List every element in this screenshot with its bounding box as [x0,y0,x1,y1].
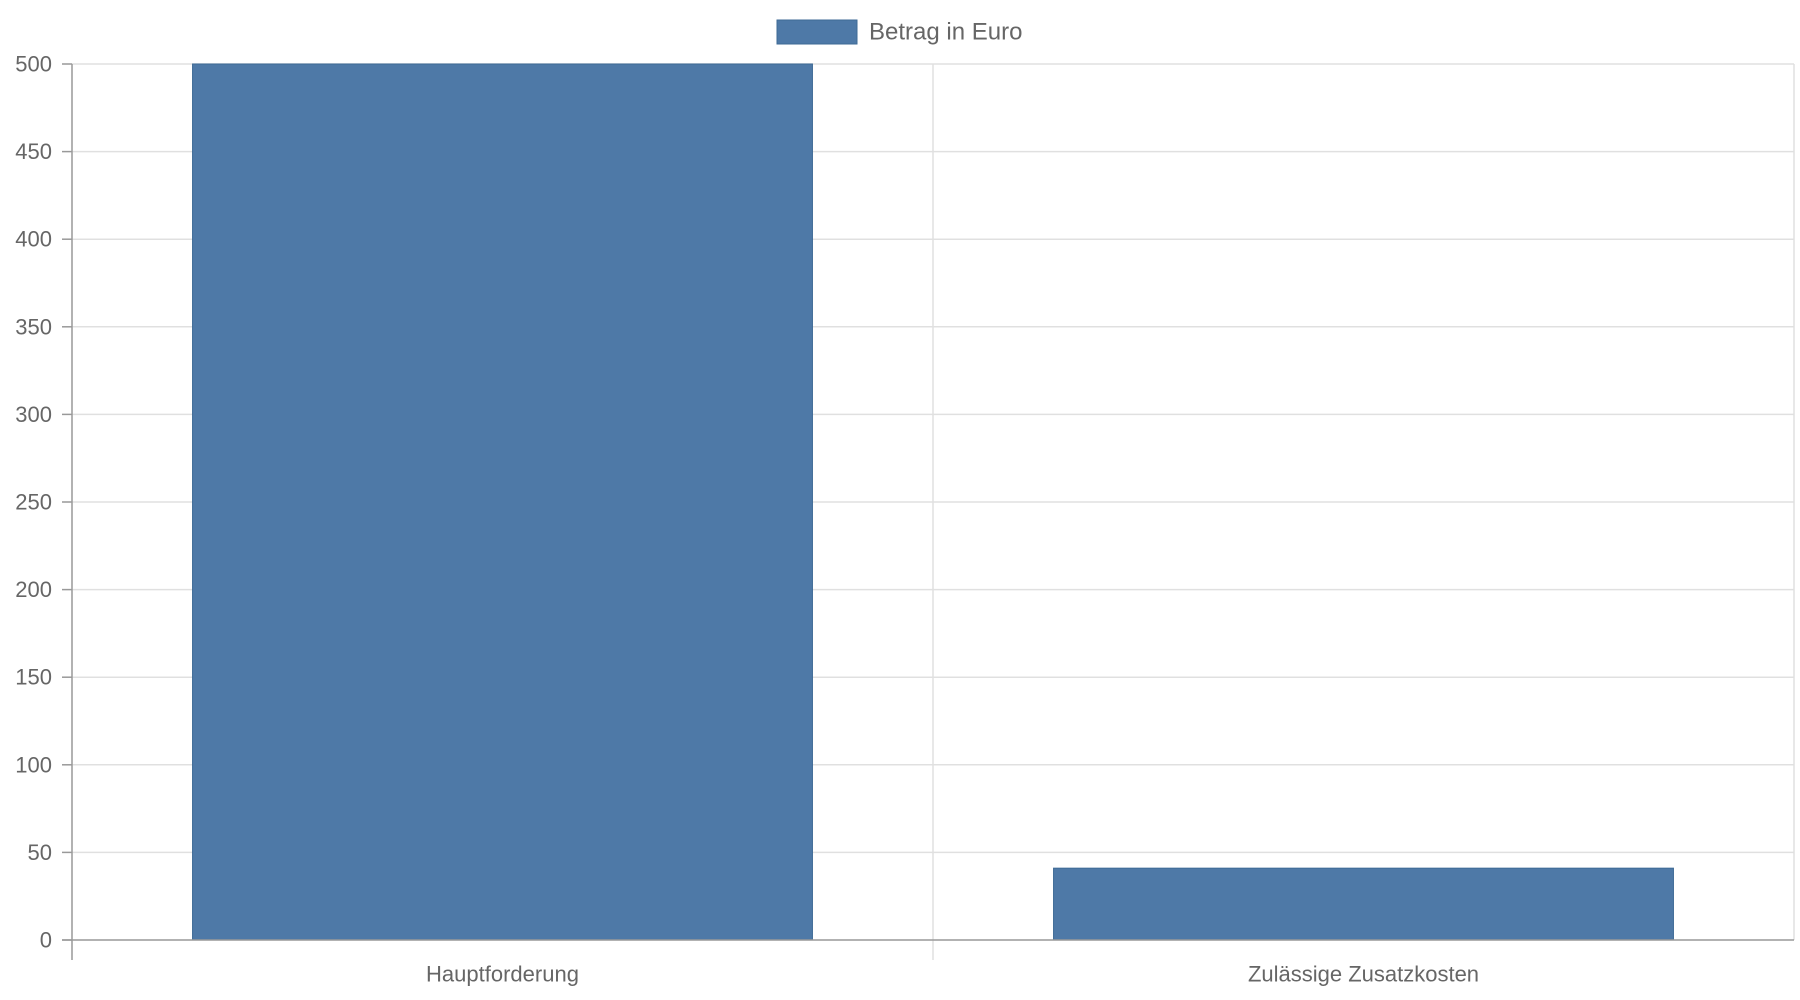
x-tick-label: Hauptforderung [426,962,579,987]
legend[interactable]: Betrag in Euro [776,19,1022,46]
y-tick-label: 200 [15,577,52,602]
bar[interactable] [1053,867,1674,941]
bars-layer [192,63,1674,941]
legend-swatch [776,19,858,45]
y-tick-label: 50 [28,840,52,865]
y-tick-label: 0 [40,928,52,953]
y-tick-label: 300 [15,402,52,427]
y-tick-label: 450 [15,139,52,164]
y-tick-label: 100 [15,752,52,777]
x-tick-label: Zulässige Zusatzkosten [1248,962,1479,987]
y-tick-label: 350 [15,314,52,339]
y-tick-label: 150 [15,665,52,690]
y-tick-label: 500 [15,52,52,77]
bar[interactable] [192,63,813,941]
y-tick-label: 250 [15,490,52,515]
legend-label: Betrag in Euro [869,19,1022,46]
y-tick-label: 400 [15,227,52,252]
axes-layer: 0 50 100 150 200 250 300 350 400 450 500 Hauptforde… [15,52,1794,987]
